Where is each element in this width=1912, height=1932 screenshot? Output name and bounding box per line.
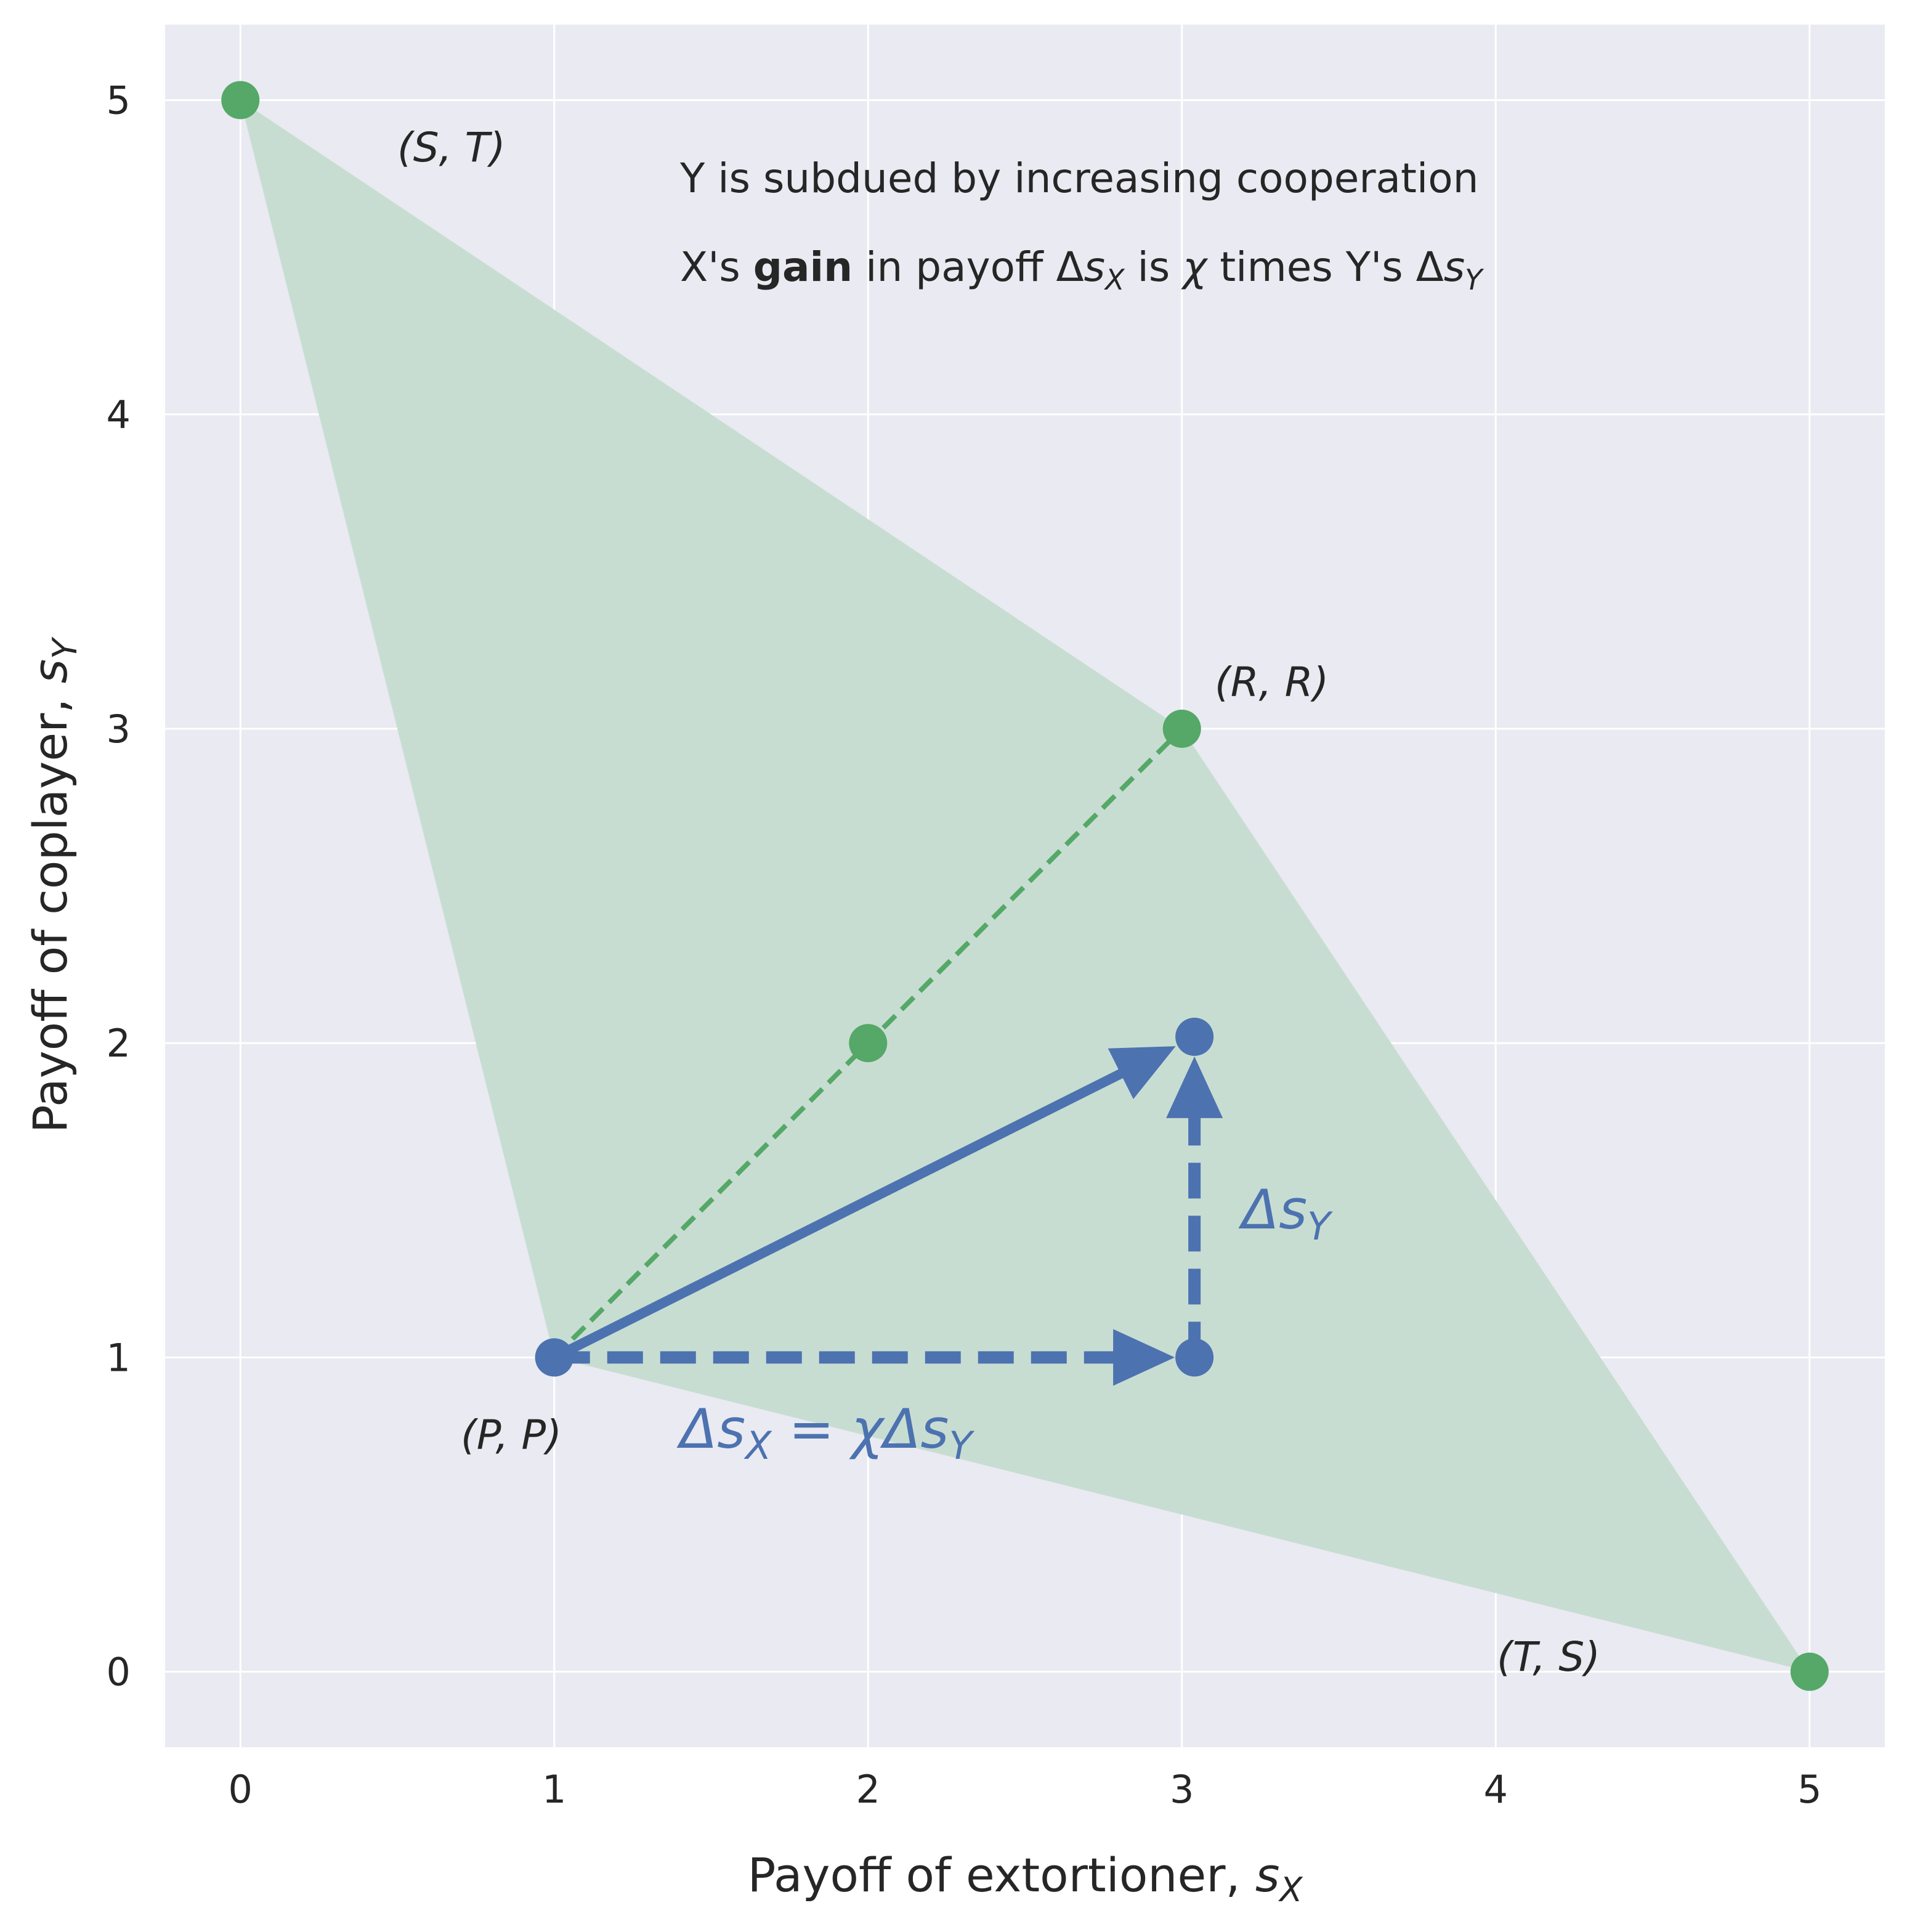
annotation-line-1: Y is subdued by increasing cooperation xyxy=(679,155,1478,202)
x-tick-labels: 0 1 2 3 4 5 xyxy=(229,1767,1822,1812)
point-label-r-r: (R, R) xyxy=(1215,659,1329,706)
x-tick-label: 1 xyxy=(542,1767,566,1812)
x-axis-label-text: Payoff of extortioner, xyxy=(748,1848,1255,1902)
payoff-point-marker xyxy=(1790,1652,1829,1691)
x-tick-label: 5 xyxy=(1797,1767,1821,1812)
annotation-line-2-part-d: times Y's Δ xyxy=(1207,243,1443,291)
annotation-line-2-sub-2: Y xyxy=(1465,263,1485,296)
y-tick-label: 1 xyxy=(107,1335,131,1380)
y-tick-label: 0 xyxy=(107,1650,131,1695)
annotation-line-2-part-c: is xyxy=(1125,243,1183,291)
payoff-change-arrow xyxy=(549,1066,1132,1363)
x-tick-label: 0 xyxy=(229,1767,253,1812)
x-tick-label: 2 xyxy=(856,1767,880,1812)
x-tick-label: 3 xyxy=(1170,1767,1194,1812)
delta-sy-sub: Y xyxy=(1307,1204,1333,1249)
annotation-line-2-sym-2: s xyxy=(1444,243,1465,291)
annotation-line-2-part-a: X's xyxy=(680,243,753,291)
y-axis-label-symbol: s xyxy=(23,659,78,684)
annotation-line-2-part-b: in payoff Δ xyxy=(853,243,1084,291)
delta-sx-label: ΔsX = χΔsY xyxy=(676,1397,974,1468)
payoff-change-arrowhead xyxy=(1108,1046,1176,1100)
x-axis-label-symbol: s xyxy=(1255,1848,1280,1902)
y-tick-label: 5 xyxy=(107,78,131,123)
point-label-p-p: (P, P) xyxy=(461,1411,562,1459)
y-tick-label: 3 xyxy=(107,707,131,752)
data-points xyxy=(221,81,1829,1691)
vector-endpoint-marker xyxy=(1175,1338,1214,1377)
diagonal-midpoint-marker xyxy=(849,1024,888,1063)
x-axis-label: Payoff of extortioner, sX xyxy=(748,1848,1303,1909)
point-label-s-t: (S, T) xyxy=(397,124,506,171)
delta-sx-equation-sub: Y xyxy=(949,1423,974,1468)
payoff-point-marker xyxy=(221,81,260,120)
annotation-line-2: X's gain in payoff ΔsX is χ times Y's Δs… xyxy=(680,243,1485,296)
delta-sx-sub: X xyxy=(743,1423,772,1468)
annotation-line-2-chi: χ xyxy=(1181,243,1209,291)
point-label-t-s: (T, S) xyxy=(1497,1633,1600,1681)
punishment-point-marker xyxy=(535,1338,573,1377)
y-tick-label: 2 xyxy=(107,1021,131,1066)
delta-sy-arrowhead xyxy=(1166,1056,1223,1118)
payoff-point-marker xyxy=(1162,709,1201,748)
y-tick-label: 4 xyxy=(107,392,131,437)
delta-sx-symbol: Δs xyxy=(676,1397,745,1461)
delta-sy-symbol: Δs xyxy=(1238,1178,1307,1241)
annotation-line-2-bold: gain xyxy=(753,243,853,291)
y-tick-labels: 0 1 2 3 4 5 xyxy=(107,78,131,1694)
delta-sx-arrowhead xyxy=(1113,1329,1175,1386)
delta-sx-equation: = χΔs xyxy=(772,1397,949,1461)
delta-sy-label: ΔsY xyxy=(1238,1178,1333,1249)
vector-endpoint-marker xyxy=(1175,1017,1214,1056)
x-axis-label-sub: X xyxy=(1278,1870,1303,1909)
y-axis-label-text: Payoff of coplayer, xyxy=(23,683,78,1133)
y-axis-label: Payoff of coplayer, sY xyxy=(23,636,84,1134)
y-axis-label-sub: Y xyxy=(46,636,84,659)
annotation-line-2-sym-1: s xyxy=(1084,243,1105,291)
x-tick-label: 4 xyxy=(1484,1767,1508,1812)
annotation-line-2-sub-1: X xyxy=(1104,263,1125,296)
